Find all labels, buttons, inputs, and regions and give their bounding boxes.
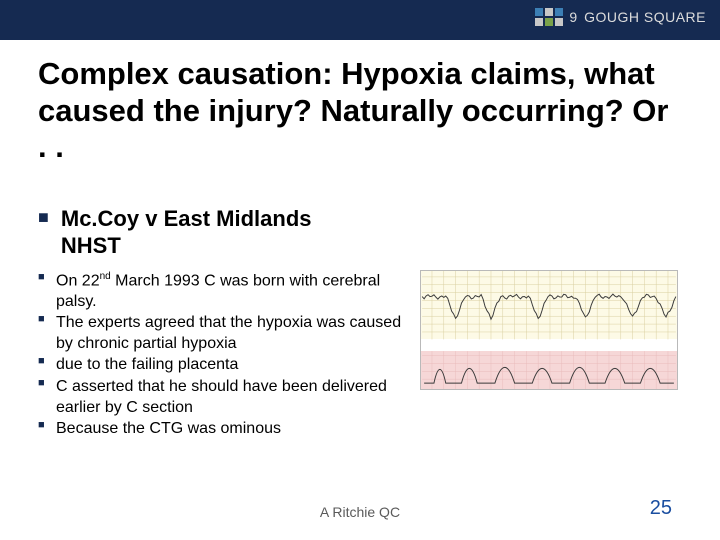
list-item: ■The experts agreed that the hypoxia was… [38, 312, 408, 354]
bullet-icon: ■ [38, 206, 49, 229]
logo-text: 9 GOUGH SQUARE [569, 9, 706, 25]
page-number: 25 [650, 497, 672, 520]
bullet-icon: ■ [38, 376, 56, 392]
bullet-text: On 22nd March 1993 C was born with cereb… [56, 270, 408, 313]
bullet-text: due to the failing placenta [56, 354, 238, 375]
list-item: ■C asserted that he should have been del… [38, 376, 408, 418]
uc-trace [424, 367, 674, 383]
footer-author: A Ritchie QC [0, 504, 720, 520]
bullet-text: Because the CTG was ominous [56, 418, 281, 439]
logo-name: GOUGH SQUARE [584, 9, 706, 25]
bullet-text: The experts agreed that the hypoxia was … [56, 312, 408, 354]
chambers-logo: 9 GOUGH SQUARE [535, 8, 706, 26]
slide-title: Complex causation: Hypoxia claims, what … [38, 56, 678, 166]
slide-content: ■ Mc.Coy v East Midlands NHST ■On 22nd M… [38, 206, 678, 439]
bullet-icon: ■ [38, 418, 56, 434]
bullet-icon: ■ [38, 354, 56, 370]
bullet-icon: ■ [38, 312, 56, 328]
bullet-text: C asserted that he should have been deli… [56, 376, 408, 418]
case-heading-row: ■ Mc.Coy v East Midlands NHST [38, 206, 678, 260]
list-item: ■Because the CTG was ominous [38, 418, 408, 439]
case-title: Mc.Coy v East Midlands NHST [61, 206, 321, 260]
bullet-list: ■On 22nd March 1993 C was born with cere… [38, 270, 408, 439]
ctg-chart [420, 270, 678, 390]
fhr-trace [422, 294, 676, 319]
bullet-icon: ■ [38, 270, 56, 286]
logo-squares-icon [535, 8, 563, 26]
logo-nine: 9 [569, 9, 577, 25]
list-item: ■due to the failing placenta [38, 354, 408, 375]
list-item: ■On 22nd March 1993 C was born with cere… [38, 270, 408, 313]
top-banner: 9 GOUGH SQUARE [0, 0, 720, 40]
